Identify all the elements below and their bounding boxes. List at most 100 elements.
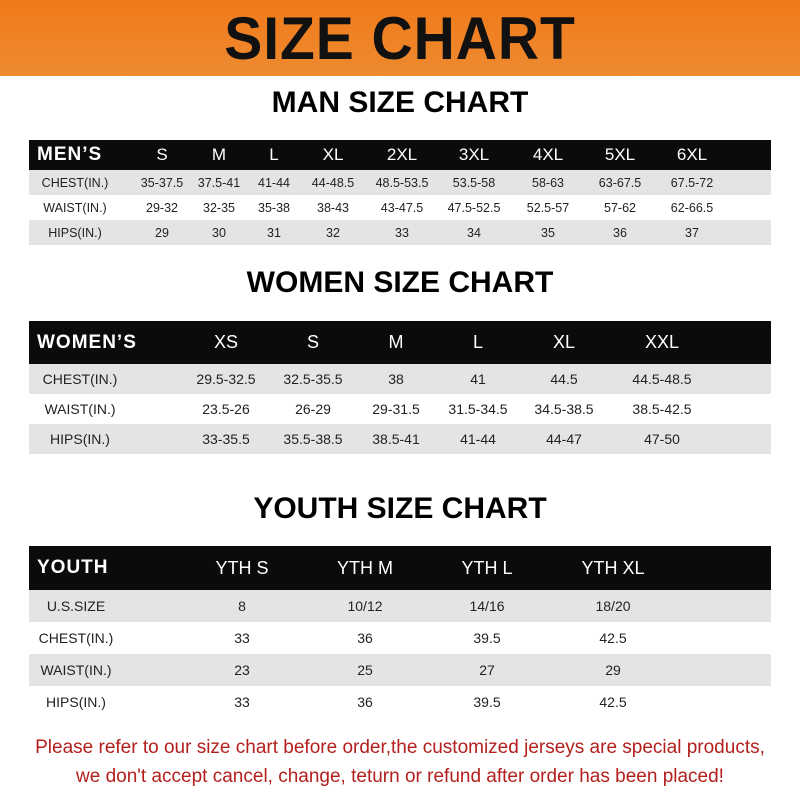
table-row: CHEST(IN.) 35-37.5 37.5-41 41-44 44-48.5 48.5… xyxy=(29,170,771,195)
table-row: U.S.SIZE 8 10/12 14/16 18/20 xyxy=(29,590,771,622)
table-header-row: WOMEN’S XS S M L XL XXL xyxy=(29,321,771,364)
table-row: WAIST(IN.) 23.5-26 26-29 29-31.5 31.5-34.5 34… xyxy=(29,394,771,424)
table-cell: 35-38 xyxy=(258,200,290,215)
banner: SIZE CHART xyxy=(0,0,800,76)
table-row: CHEST(IN.) 33 36 39.5 42.5 xyxy=(29,622,771,654)
table-title-cell: YOUTH xyxy=(37,557,109,578)
table-cell: 38 xyxy=(388,371,404,387)
table-cell: 29 xyxy=(605,662,621,678)
size-header-cell: 5XL xyxy=(604,145,636,164)
table-cell: 44.5-48.5 xyxy=(632,371,692,387)
table-cell: 43-47.5 xyxy=(380,200,424,215)
table-cell: 29.5-32.5 xyxy=(196,371,256,387)
footer-line-1: Please refer to our size chart before or… xyxy=(35,737,765,758)
table-row: CHEST(IN.) 29.5-32.5 32.5-35.5 38 41 44.5 44.5… xyxy=(29,364,771,394)
table-cell: 39.5 xyxy=(473,694,501,710)
table-row: HIPS(IN.) 33 36 39.5 42.5 xyxy=(29,686,771,718)
table-cell: 25 xyxy=(357,662,373,678)
table-cell: 29-31.5 xyxy=(372,401,420,417)
table-cell: 38.5-42.5 xyxy=(632,401,692,417)
footer-notice: Please refer to our size chart before or… xyxy=(0,733,800,791)
size-header-cell: L xyxy=(269,145,279,164)
row-label: U.S.SIZE xyxy=(46,598,106,614)
row-label: HIPS(IN.) xyxy=(46,694,106,710)
table-cell: 33-35.5 xyxy=(202,431,250,447)
table-cell: 37 xyxy=(685,225,699,240)
table-cell: 29-32 xyxy=(146,200,178,215)
table-cell: 39.5 xyxy=(473,630,501,646)
size-header-cell: 6XL xyxy=(676,145,708,164)
table-cell: 38-43 xyxy=(317,200,349,215)
table-cell: 33 xyxy=(395,225,409,240)
women-section-title: WOMEN SIZE CHART xyxy=(246,266,554,299)
size-header-cell: YTH M xyxy=(337,557,393,578)
table-cell: 52.5-57 xyxy=(526,200,570,215)
table-cell: 18/20 xyxy=(595,598,631,614)
table-cell: 23.5-26 xyxy=(202,401,250,417)
table-cell: 41-44 xyxy=(258,175,290,190)
table-cell: 48.5-53.5 xyxy=(375,175,429,190)
size-header-cell: YTH L xyxy=(461,557,513,578)
row-label: WAIST(IN.) xyxy=(40,662,112,678)
size-header-cell: M xyxy=(388,332,404,352)
table-cell: 35-37.5 xyxy=(140,175,184,190)
table-cell: 53.5-58 xyxy=(452,175,496,190)
table-cell: 32 xyxy=(326,225,340,240)
size-header-cell: 4XL xyxy=(532,145,564,164)
table-title-cell: WOMEN’S xyxy=(37,331,137,353)
table-cell: 33 xyxy=(234,694,250,710)
size-header-cell: 2XL xyxy=(386,145,418,164)
size-header-cell: XL xyxy=(552,332,576,352)
table-cell: 41 xyxy=(470,371,486,387)
row-label: CHEST(IN.) xyxy=(38,630,114,646)
table-cell: 33 xyxy=(234,630,250,646)
table-header-row: MEN’S S M L XL 2XL 3XL 4XL 5XL 6XL xyxy=(29,140,771,170)
table-cell: 47.5-52.5 xyxy=(447,200,501,215)
table-cell: 35 xyxy=(541,225,555,240)
men-section-title: MAN SIZE CHART xyxy=(271,86,529,119)
table-cell: 37.5-41 xyxy=(197,175,241,190)
table-cell: 57-62 xyxy=(604,200,636,215)
table-cell: 32-35 xyxy=(203,200,235,215)
table-cell: 10/12 xyxy=(347,598,383,614)
table-cell: 63-67.5 xyxy=(598,175,642,190)
table-cell: 44-48.5 xyxy=(311,175,355,190)
table-cell: 31 xyxy=(267,225,281,240)
table-cell: 36 xyxy=(357,630,373,646)
size-header-cell: 3XL xyxy=(458,145,490,164)
table-row: HIPS(IN.) 33-35.5 35.5-38.5 38.5-41 41-44 44-… xyxy=(29,424,771,454)
footer-line-2: we don't accept cancel, change, teturn o… xyxy=(76,766,724,787)
table-cell: 31.5-34.5 xyxy=(448,401,508,417)
row-label: WAIST(IN.) xyxy=(43,200,107,215)
table-title-cell: MEN’S xyxy=(37,144,103,165)
table-cell: 36 xyxy=(613,225,627,240)
size-header-cell: XS xyxy=(213,332,239,352)
table-cell: 23 xyxy=(234,662,250,678)
row-label: WAIST(IN.) xyxy=(44,401,116,417)
table-cell: 41-44 xyxy=(460,431,496,447)
size-header-cell: YTH XL xyxy=(581,557,645,578)
size-header-cell: M xyxy=(211,145,227,164)
banner-title: SIZE CHART xyxy=(224,4,576,72)
size-header-cell: L xyxy=(472,332,484,352)
table-cell: 30 xyxy=(212,225,226,240)
table-cell: 34 xyxy=(467,225,481,240)
table-cell: 27 xyxy=(479,662,495,678)
table-cell: 14/16 xyxy=(469,598,505,614)
table-cell: 58-63 xyxy=(532,175,564,190)
size-header-cell: XL xyxy=(322,145,344,164)
youth-section-title: YOUTH SIZE CHART xyxy=(253,492,547,525)
table-cell: 35.5-38.5 xyxy=(283,431,343,447)
size-header-cell: S xyxy=(156,145,168,164)
table-cell: 42.5 xyxy=(599,694,627,710)
size-header-cell: S xyxy=(306,332,320,352)
table-cell: 38.5-41 xyxy=(372,431,420,447)
table-cell: 36 xyxy=(357,694,373,710)
table-cell: 8 xyxy=(238,598,246,614)
table-cell: 67.5-72 xyxy=(670,175,714,190)
table-cell: 44-47 xyxy=(546,431,582,447)
table-row: HIPS(IN.) 29 30 31 32 33 34 35 36 37 xyxy=(29,220,771,245)
row-label: CHEST(IN.) xyxy=(42,371,118,387)
table-row: WAIST(IN.) 23 25 27 29 xyxy=(29,654,771,686)
table-cell: 32.5-35.5 xyxy=(283,371,343,387)
